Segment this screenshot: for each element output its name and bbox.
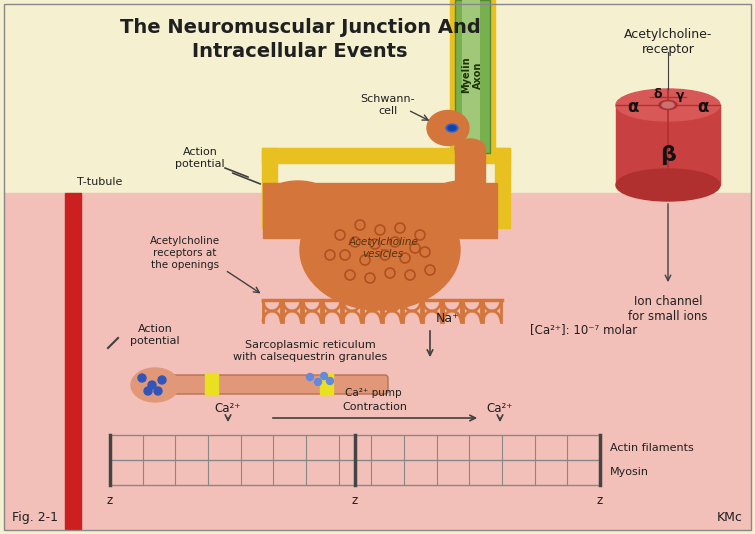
Text: γ: γ	[676, 89, 684, 101]
Bar	[616, 105, 720, 185]
Ellipse shape	[446, 124, 458, 132]
Circle shape	[307, 373, 313, 381]
Bar	[327, 373, 333, 395]
Polygon shape	[450, 0, 495, 155]
Circle shape	[315, 379, 322, 386]
Text: z: z	[597, 494, 603, 507]
Bar	[495, 148, 510, 228]
Text: Ca²⁺ pump: Ca²⁺ pump	[345, 388, 402, 398]
Bar	[65, 193, 81, 529]
Circle shape	[144, 387, 152, 395]
Text: Contraction: Contraction	[343, 402, 408, 412]
Text: Sarcoplasmic reticulum
with calsequestrin granules: Sarcoplasmic reticulum with calsequestri…	[233, 340, 387, 362]
Text: δ: δ	[654, 89, 662, 101]
Ellipse shape	[432, 181, 492, 209]
Bar	[262, 148, 510, 163]
Text: Actin filaments: Actin filaments	[610, 443, 694, 453]
Bar	[320, 373, 326, 395]
Text: Acetylcholine
vesicles: Acetylcholine vesicles	[348, 237, 418, 259]
Text: Myosin: Myosin	[610, 467, 649, 477]
Bar	[110, 435, 600, 485]
Text: Na⁺: Na⁺	[436, 312, 460, 325]
Bar	[212, 373, 218, 395]
Bar	[262, 148, 277, 228]
Text: Ca²⁺: Ca²⁺	[215, 402, 241, 414]
Ellipse shape	[455, 139, 485, 157]
Text: Ion channel
for small ions: Ion channel for small ions	[628, 295, 707, 323]
Bar	[5, 193, 750, 529]
Text: α: α	[627, 98, 639, 116]
Circle shape	[154, 387, 162, 395]
Polygon shape	[455, 0, 490, 153]
FancyBboxPatch shape	[167, 375, 388, 394]
Text: KMc: KMc	[717, 511, 743, 524]
Text: Schwann-
cell: Schwann- cell	[361, 94, 415, 116]
Text: Myelin
Axon: Myelin Axon	[461, 57, 482, 93]
Ellipse shape	[662, 102, 674, 108]
Text: Fig. 2-1: Fig. 2-1	[12, 511, 58, 524]
Text: Acetylcholine-
receptor: Acetylcholine- receptor	[624, 28, 712, 56]
Circle shape	[158, 376, 166, 384]
Text: [Ca²⁺]: 10⁻⁷ molar: [Ca²⁺]: 10⁻⁷ molar	[530, 324, 637, 336]
Text: β: β	[660, 145, 676, 165]
Text: Ca²⁺: Ca²⁺	[487, 402, 513, 414]
Text: T-tubule: T-tubule	[77, 177, 122, 187]
Ellipse shape	[268, 181, 328, 209]
Ellipse shape	[616, 169, 720, 201]
Text: α: α	[698, 98, 709, 116]
Polygon shape	[462, 0, 480, 153]
Text: Action
potential: Action potential	[130, 324, 180, 346]
Bar	[263, 183, 497, 238]
Text: The Neuromuscular Junction And: The Neuromuscular Junction And	[119, 18, 480, 37]
Ellipse shape	[131, 368, 179, 402]
Circle shape	[148, 381, 156, 389]
Circle shape	[326, 378, 334, 384]
Text: Intracellular Events: Intracellular Events	[193, 42, 408, 61]
Text: Action
potential: Action potential	[175, 147, 225, 169]
Text: Acetylcholine
receptors at
the openings: Acetylcholine receptors at the openings	[150, 237, 220, 270]
Circle shape	[138, 374, 146, 382]
Text: z: z	[107, 494, 113, 507]
Ellipse shape	[448, 125, 456, 130]
Ellipse shape	[616, 89, 720, 121]
Ellipse shape	[659, 100, 677, 109]
Bar	[455, 148, 485, 203]
Bar	[205, 373, 211, 395]
Text: z: z	[352, 494, 358, 507]
Circle shape	[321, 373, 328, 380]
Ellipse shape	[300, 190, 460, 310]
Ellipse shape	[427, 111, 469, 145]
